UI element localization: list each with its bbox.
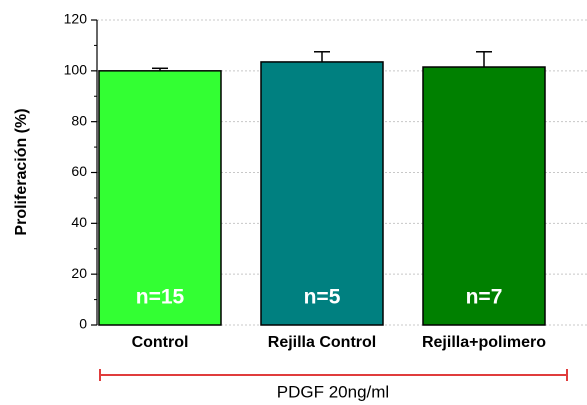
y-tick-label: 100 bbox=[64, 62, 88, 78]
y-tick-label: 0 bbox=[79, 316, 87, 332]
bar-label: n=7 bbox=[466, 286, 503, 309]
x-tick-label: Rejilla+polimero bbox=[422, 334, 546, 351]
bar bbox=[422, 66, 546, 326]
bracket-label: PDGF 20ng/ml bbox=[277, 382, 389, 401]
x-tick-label: Control bbox=[132, 334, 189, 351]
bar-label: n=5 bbox=[304, 286, 341, 309]
bar bbox=[260, 61, 384, 326]
y-tick-label: 20 bbox=[71, 265, 87, 281]
y-tick-label: 60 bbox=[71, 163, 87, 179]
y-tick-label: 40 bbox=[71, 214, 87, 230]
y-axis-label: Proliferación (%) bbox=[13, 108, 30, 235]
x-tick-label: Rejilla Control bbox=[268, 334, 376, 351]
y-tick-label: 80 bbox=[71, 112, 87, 128]
y-tick-label: 120 bbox=[64, 11, 88, 27]
bar-label: n=15 bbox=[136, 286, 185, 309]
bar bbox=[98, 70, 222, 326]
